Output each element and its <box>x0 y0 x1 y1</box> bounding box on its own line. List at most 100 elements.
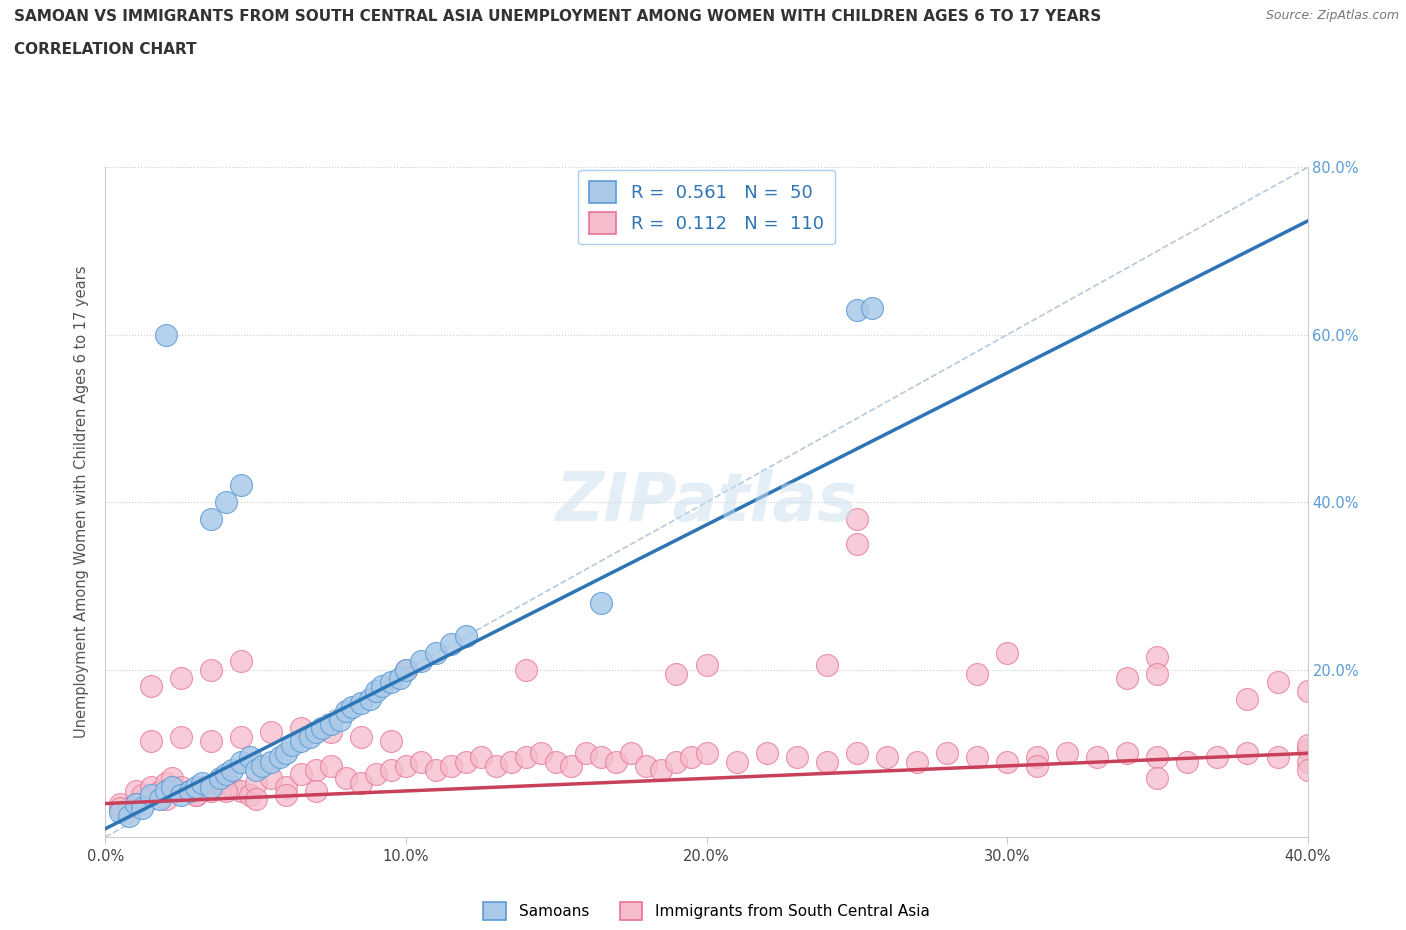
Legend: Samoans, Immigrants from South Central Asia: Samoans, Immigrants from South Central A… <box>478 896 935 926</box>
Point <box>1175 754 1198 769</box>
Point <box>160 779 183 794</box>
Point <box>1116 746 1139 761</box>
Point <box>665 754 688 769</box>
Point <box>1206 750 1229 764</box>
Point <box>208 776 231 790</box>
Point <box>725 754 748 769</box>
Point <box>380 675 402 690</box>
Point <box>995 754 1018 769</box>
Point <box>350 729 373 744</box>
Point <box>260 771 283 786</box>
Point <box>245 763 267 777</box>
Point <box>110 804 132 819</box>
Point <box>214 495 236 510</box>
Point <box>229 478 252 493</box>
Point <box>605 754 627 769</box>
Point <box>290 766 312 781</box>
Point <box>696 658 718 673</box>
Point <box>208 771 231 786</box>
Point <box>1236 692 1258 707</box>
Point <box>1116 671 1139 685</box>
Point <box>696 746 718 761</box>
Point <box>184 779 207 794</box>
Text: Source: ZipAtlas.com: Source: ZipAtlas.com <box>1265 9 1399 22</box>
Point <box>214 771 236 786</box>
Point <box>1296 737 1319 752</box>
Point <box>335 704 357 719</box>
Point <box>364 684 387 698</box>
Point <box>665 667 688 682</box>
Point <box>329 712 352 727</box>
Point <box>229 654 252 669</box>
Point <box>815 754 838 769</box>
Point <box>148 783 170 798</box>
Point <box>380 733 402 748</box>
Point <box>530 746 553 761</box>
Point <box>169 729 191 744</box>
Point <box>148 792 170 807</box>
Point <box>118 800 141 815</box>
Point <box>319 717 342 732</box>
Text: SAMOAN VS IMMIGRANTS FROM SOUTH CENTRAL ASIA UNEMPLOYMENT AMONG WOMEN WITH CHILD: SAMOAN VS IMMIGRANTS FROM SOUTH CENTRAL … <box>14 9 1101 24</box>
Point <box>229 729 252 744</box>
Point <box>1056 746 1078 761</box>
Point <box>319 725 342 740</box>
Point <box>200 779 222 794</box>
Point <box>1267 750 1289 764</box>
Point <box>905 754 928 769</box>
Point <box>124 796 146 811</box>
Point <box>1085 750 1108 764</box>
Point <box>340 700 363 715</box>
Point <box>131 788 153 803</box>
Point <box>470 750 492 764</box>
Point <box>214 783 236 798</box>
Point <box>229 754 252 769</box>
Point <box>995 645 1018 660</box>
Point <box>245 792 267 807</box>
Point <box>131 800 153 815</box>
Point <box>155 327 177 342</box>
Point <box>1146 650 1168 665</box>
Point <box>1296 684 1319 698</box>
Point <box>298 729 321 744</box>
Point <box>1267 675 1289 690</box>
Point <box>139 788 162 803</box>
Point <box>229 783 252 798</box>
Point <box>388 671 411 685</box>
Point <box>239 788 262 803</box>
Point <box>546 754 568 769</box>
Point <box>155 783 177 798</box>
Point <box>1296 754 1319 769</box>
Point <box>305 783 328 798</box>
Point <box>395 759 418 774</box>
Point <box>311 721 333 736</box>
Point <box>364 766 387 781</box>
Point <box>515 662 537 677</box>
Point <box>395 662 418 677</box>
Point <box>160 771 183 786</box>
Point <box>620 746 643 761</box>
Point <box>274 779 297 794</box>
Point <box>290 721 312 736</box>
Point <box>190 776 212 790</box>
Point <box>221 779 243 794</box>
Point <box>371 679 394 694</box>
Text: CORRELATION CHART: CORRELATION CHART <box>14 42 197 57</box>
Text: ZIPatlas: ZIPatlas <box>555 470 858 535</box>
Point <box>440 759 463 774</box>
Point <box>876 750 898 764</box>
Point <box>139 679 162 694</box>
Point <box>1296 763 1319 777</box>
Point <box>305 725 328 740</box>
Point <box>515 750 537 764</box>
Point <box>335 771 357 786</box>
Point <box>1146 771 1168 786</box>
Point <box>350 696 373 711</box>
Point <box>815 658 838 673</box>
Point <box>200 662 222 677</box>
Point <box>591 750 613 764</box>
Point <box>260 725 283 740</box>
Point <box>169 788 191 803</box>
Point <box>575 746 598 761</box>
Point <box>380 763 402 777</box>
